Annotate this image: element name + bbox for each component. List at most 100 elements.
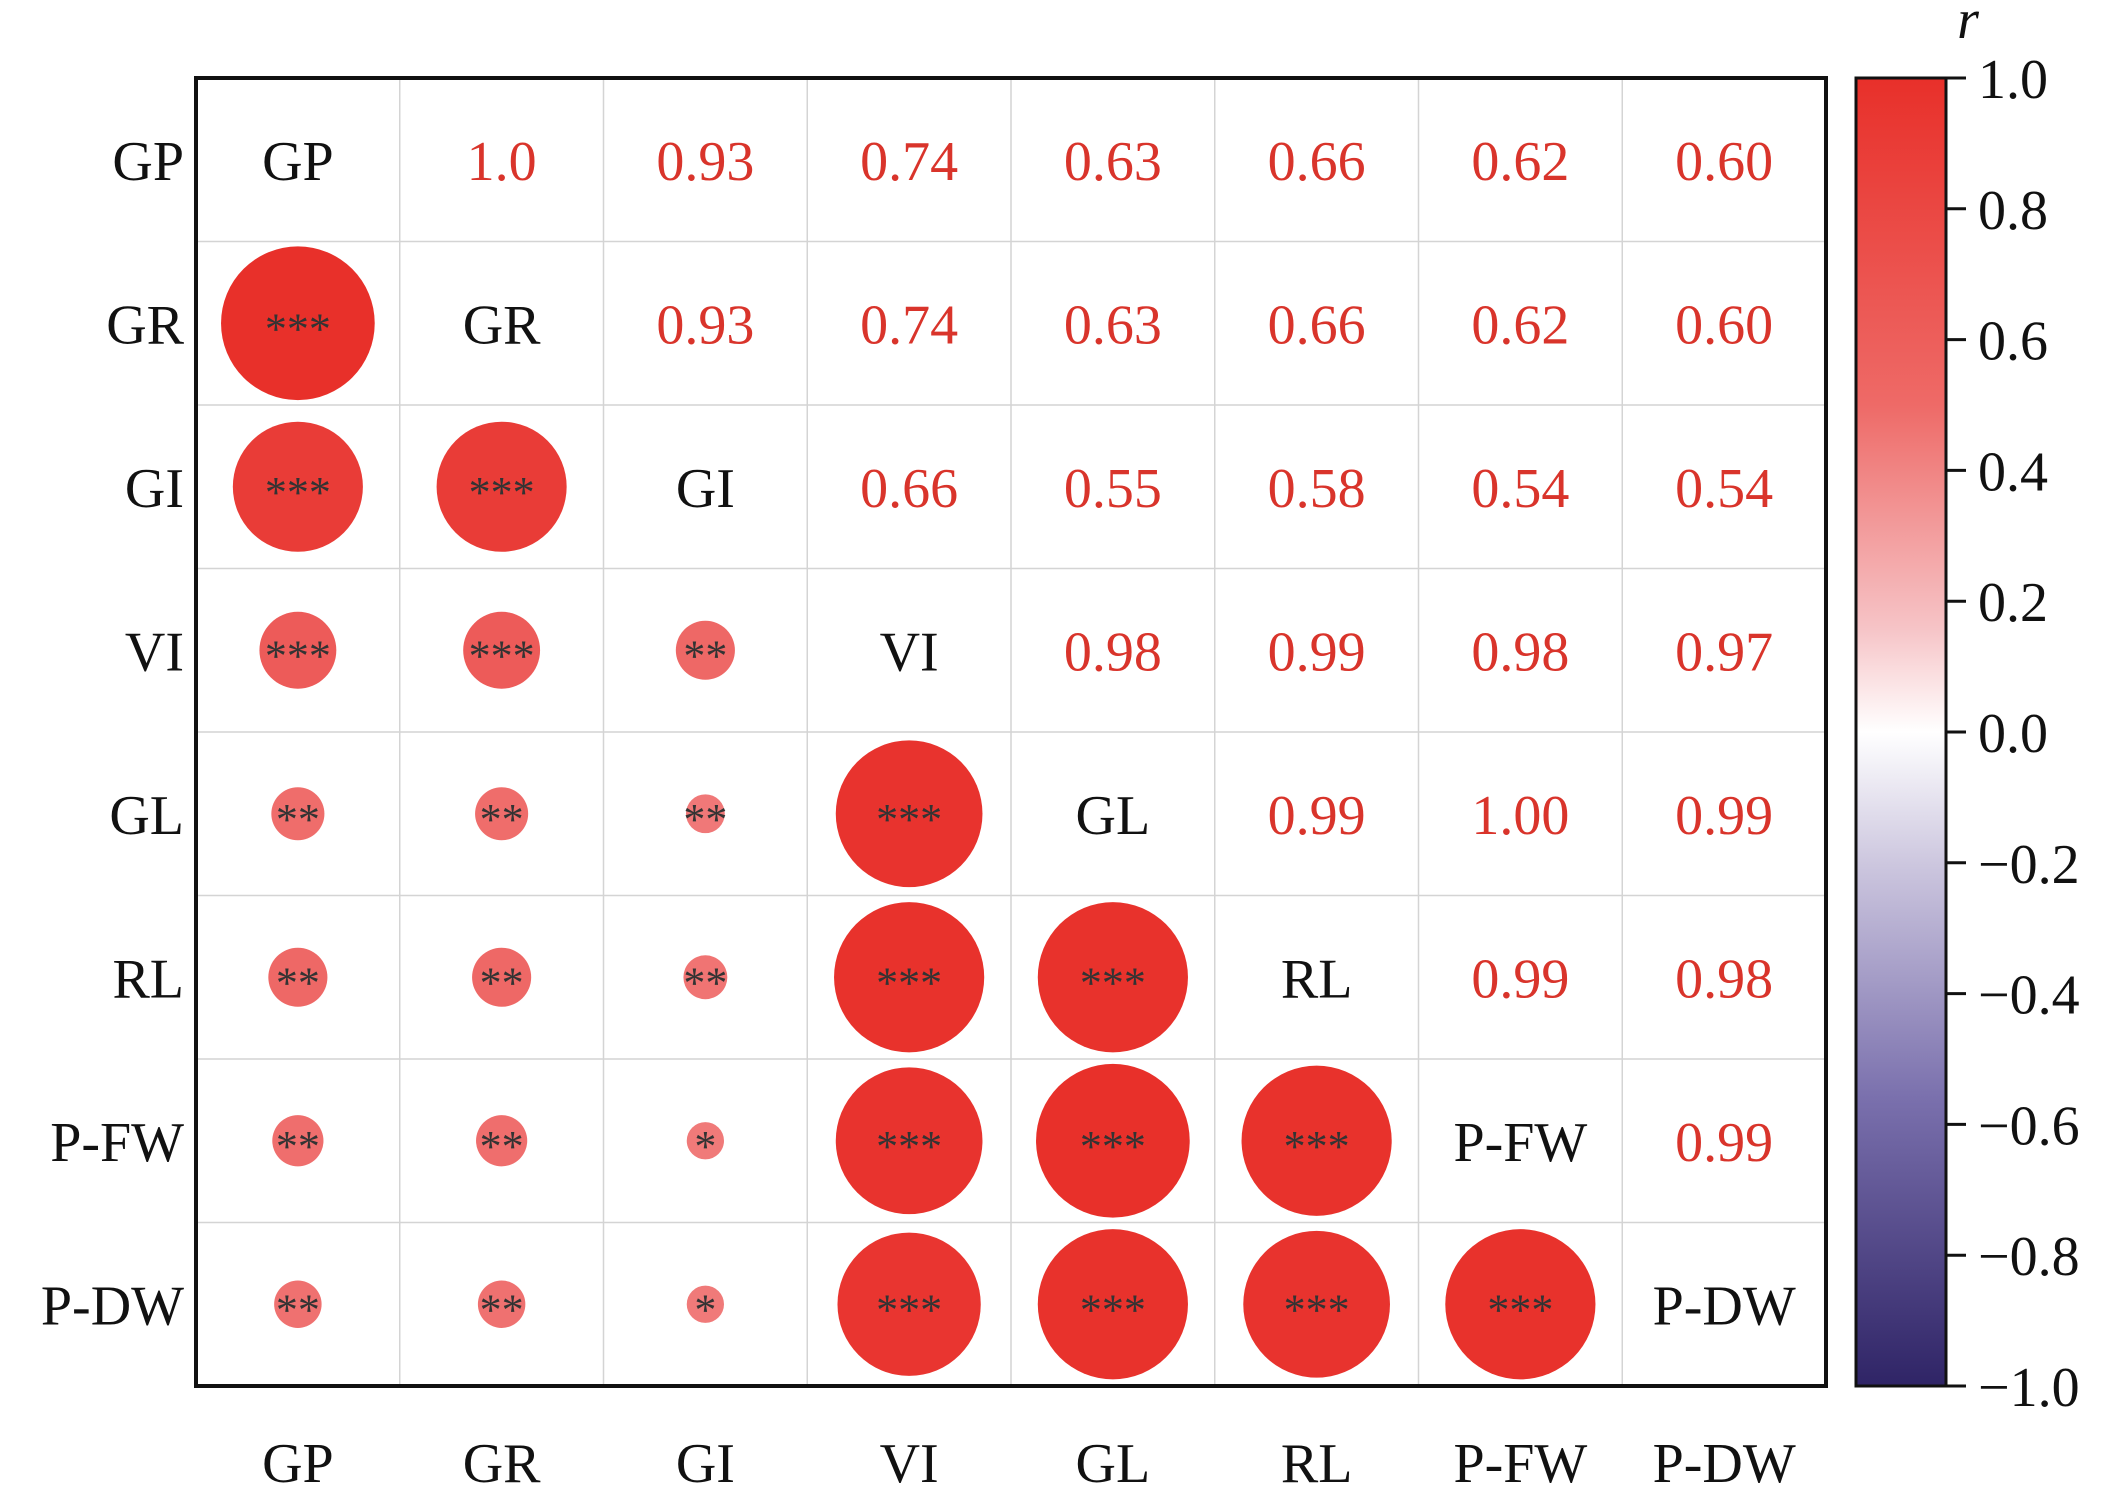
correlation-value-gl-rl: 0.99 <box>1268 785 1366 847</box>
correlation-value-gp-p-dw: 0.60 <box>1675 131 1773 193</box>
colorbar-tick-label: −0.6 <box>1978 1095 2080 1157</box>
diagonal-label-vi: VI <box>880 621 939 683</box>
correlation-value-gp-gi: 0.93 <box>656 131 754 193</box>
axis-labels: GP GP GR GR GI GI VI VI GL GL RL RL P-FW P-FW P-DW P-DW <box>41 131 1796 1495</box>
y-tick-label-gl: GL <box>109 785 184 847</box>
diagonal-label-gl: GL <box>1076 785 1151 847</box>
grid-lines <box>196 78 1826 1386</box>
correlation-circle-gl-vi <box>835 740 983 888</box>
significance-stars-gl-gp: ** <box>276 795 320 844</box>
significance-stars-rl-vi: *** <box>876 958 942 1007</box>
correlation-circle-rl-gl <box>1037 902 1188 1053</box>
significance-stars-vi-gi: ** <box>683 631 727 680</box>
significance-stars-p-fw-gi: * <box>694 1122 716 1171</box>
correlation-circle-rl-vi <box>834 902 985 1053</box>
colorbar-tick-label: 0.6 <box>1978 311 2048 373</box>
correlation-circle-gi-gp <box>232 421 363 552</box>
colorbar-tick-label: 0.8 <box>1978 180 2048 242</box>
significance-stars-gl-gr: ** <box>480 795 524 844</box>
matrix-cells: GP 1.0 0.93 0.74 0.63 0.66 0.62 0.60 GR 0.93 0.74 0… <box>221 131 1796 1380</box>
correlation-circle-gl-gr <box>475 787 529 841</box>
x-tick-label-gr: GR <box>463 1433 541 1495</box>
significance-stars-p-dw-gi: * <box>694 1285 716 1334</box>
colorbar-tick-label: 0.4 <box>1978 441 2048 503</box>
diagonal-label-gp: GP <box>262 131 334 193</box>
significance-stars-p-fw-rl: *** <box>1284 1122 1350 1171</box>
significance-stars-p-dw-p-fw: *** <box>1487 1285 1553 1334</box>
correlation-value-gl-p-dw: 0.99 <box>1675 785 1773 847</box>
x-tick-label-p-dw: P-DW <box>1653 1433 1796 1495</box>
correlation-value-gp-gr: 1.0 <box>467 131 537 193</box>
correlation-value-vi-p-fw: 0.98 <box>1471 621 1569 683</box>
significance-stars-gi-gp: *** <box>265 468 331 517</box>
correlation-value-rl-p-dw: 0.98 <box>1675 948 1773 1010</box>
significance-stars-vi-gr: *** <box>469 631 535 680</box>
colorbar-tick-label: −0.4 <box>1978 965 2080 1027</box>
correlation-value-vi-rl: 0.99 <box>1268 621 1366 683</box>
correlation-circle-p-dw-gr <box>477 1280 526 1328</box>
significance-stars-rl-gl: *** <box>1080 958 1146 1007</box>
diagonal-label-gi: GI <box>676 458 735 520</box>
y-tick-label-rl: RL <box>112 948 184 1010</box>
significance-stars-rl-gr: ** <box>480 958 524 1007</box>
correlation-value-gi-vi: 0.66 <box>860 458 958 520</box>
correlation-circle-gr-gp <box>221 246 375 401</box>
significance-stars-p-fw-gr: ** <box>480 1122 524 1171</box>
significance-stars-rl-gi: ** <box>683 958 727 1007</box>
significance-stars-p-dw-gl: *** <box>1080 1285 1146 1334</box>
colorbar-tick-label: 0.0 <box>1978 703 2048 765</box>
correlation-circle-rl-gp <box>268 947 328 1007</box>
correlation-circle-p-dw-gp <box>274 1280 322 1328</box>
x-tick-label-p-fw: P-FW <box>1453 1433 1587 1495</box>
correlation-circle-p-fw-gi <box>686 1122 725 1160</box>
correlation-value-gp-vi: 0.74 <box>860 131 958 193</box>
colorbar: 1.0 0.8 0.6 0.4 0.2 0.0 −0.2 −0.4 −0.6 −0.8 −1.0 r <box>1854 0 2080 1419</box>
y-tick-label-p-fw: P-FW <box>50 1112 184 1174</box>
colorbar-tick-label: 0.2 <box>1978 572 2048 634</box>
x-tick-label-gp: GP <box>262 1433 334 1495</box>
correlation-value-gr-vi: 0.74 <box>860 294 958 356</box>
significance-stars-p-fw-vi: *** <box>876 1122 942 1171</box>
y-tick-label-p-dw: P-DW <box>41 1275 184 1337</box>
correlation-value-vi-gl: 0.98 <box>1064 621 1162 683</box>
y-tick-label-gr: GR <box>106 294 184 356</box>
plot-frame <box>194 76 1828 1388</box>
significance-stars-rl-gp: ** <box>276 958 320 1007</box>
correlation-circle-p-dw-rl <box>1243 1230 1390 1378</box>
correlation-circle-gl-gi <box>685 794 725 834</box>
significance-stars-p-dw-vi: *** <box>876 1285 942 1334</box>
correlation-circle-p-dw-gl <box>1037 1229 1188 1380</box>
colorbar-title: r <box>1957 0 1979 51</box>
correlation-value-rl-p-fw: 0.99 <box>1471 948 1569 1010</box>
correlation-value-gi-gl: 0.55 <box>1064 458 1162 520</box>
significance-stars-vi-gp: *** <box>265 631 331 680</box>
correlation-circle-vi-gr <box>463 611 541 689</box>
correlation-circle-rl-gi <box>683 955 728 1000</box>
significance-stars-p-dw-gp: ** <box>276 1285 320 1334</box>
x-tick-label-vi: VI <box>880 1433 939 1495</box>
correlation-circle-rl-gr <box>472 947 532 1007</box>
correlation-value-gr-gl: 0.63 <box>1064 294 1162 356</box>
diagonal-label-p-dw: P-DW <box>1653 1275 1796 1337</box>
x-tick-label-gi: GI <box>676 1433 735 1495</box>
correlation-value-gp-gl: 0.63 <box>1064 131 1162 193</box>
colorbar-gradient <box>1854 76 1948 1388</box>
significance-stars-p-dw-gr: ** <box>480 1285 524 1334</box>
correlation-circle-p-dw-vi <box>837 1232 981 1376</box>
correlation-value-gp-rl: 0.66 <box>1268 131 1366 193</box>
correlation-circle-p-fw-gl <box>1036 1063 1190 1218</box>
colorbar-tick-label: −0.2 <box>1978 834 2080 896</box>
correlation-circle-p-fw-rl <box>1241 1065 1392 1216</box>
correlation-value-gi-rl: 0.58 <box>1268 458 1366 520</box>
correlation-circle-p-fw-vi <box>835 1067 983 1215</box>
colorbar-tick-label: −0.8 <box>1978 1226 2080 1288</box>
y-tick-label-gp: GP <box>112 131 184 193</box>
significance-stars-gl-vi: *** <box>876 795 942 844</box>
correlation-circle-p-dw-gi <box>686 1285 725 1323</box>
correlation-circle-gi-gr <box>436 421 567 552</box>
correlation-circle-gl-gp <box>271 787 325 841</box>
y-tick-label-gi: GI <box>125 458 184 520</box>
diagonal-label-rl: RL <box>1281 948 1353 1010</box>
colorbar-tick-label: 1.0 <box>1978 49 2048 111</box>
